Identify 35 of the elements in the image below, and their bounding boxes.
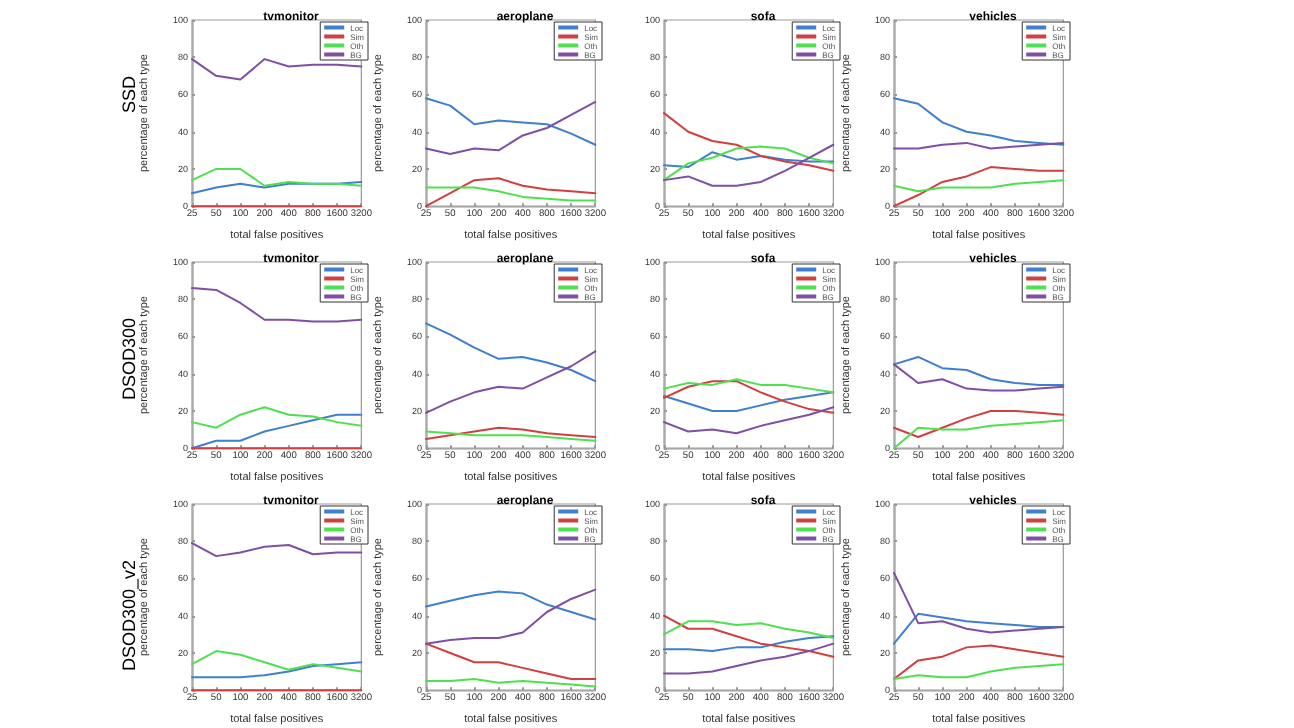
line-series [663, 635, 835, 653]
line-series [663, 151, 835, 169]
line-series [425, 588, 597, 645]
text: DSOD300_v2 [119, 560, 139, 672]
line-series [893, 363, 1065, 392]
line-series [663, 406, 835, 435]
line-series [425, 97, 597, 146]
line-series [893, 409, 1065, 439]
line-series [191, 542, 363, 558]
line-series [425, 642, 597, 681]
line-series [663, 620, 835, 640]
text: SSD [119, 75, 139, 114]
line-series [425, 186, 597, 202]
line-series [191, 287, 363, 323]
line-series [663, 112, 835, 172]
line-series [425, 100, 597, 156]
text: DSOD300 [119, 317, 139, 401]
line-series [663, 642, 835, 675]
line-series [893, 355, 1065, 386]
line-series [191, 661, 363, 679]
line-series [663, 378, 835, 394]
line-series [191, 650, 363, 673]
line-series [425, 590, 597, 621]
line-series [893, 571, 1065, 634]
line-series [893, 644, 1065, 681]
line-series [191, 167, 363, 187]
line-series [663, 614, 835, 658]
line-series [425, 350, 597, 414]
line-series [191, 58, 363, 81]
line-series [893, 97, 1065, 146]
line-series [663, 391, 835, 412]
line-series [425, 322, 597, 383]
line-series [191, 406, 363, 429]
line-series [663, 380, 835, 414]
line-series [893, 663, 1065, 681]
